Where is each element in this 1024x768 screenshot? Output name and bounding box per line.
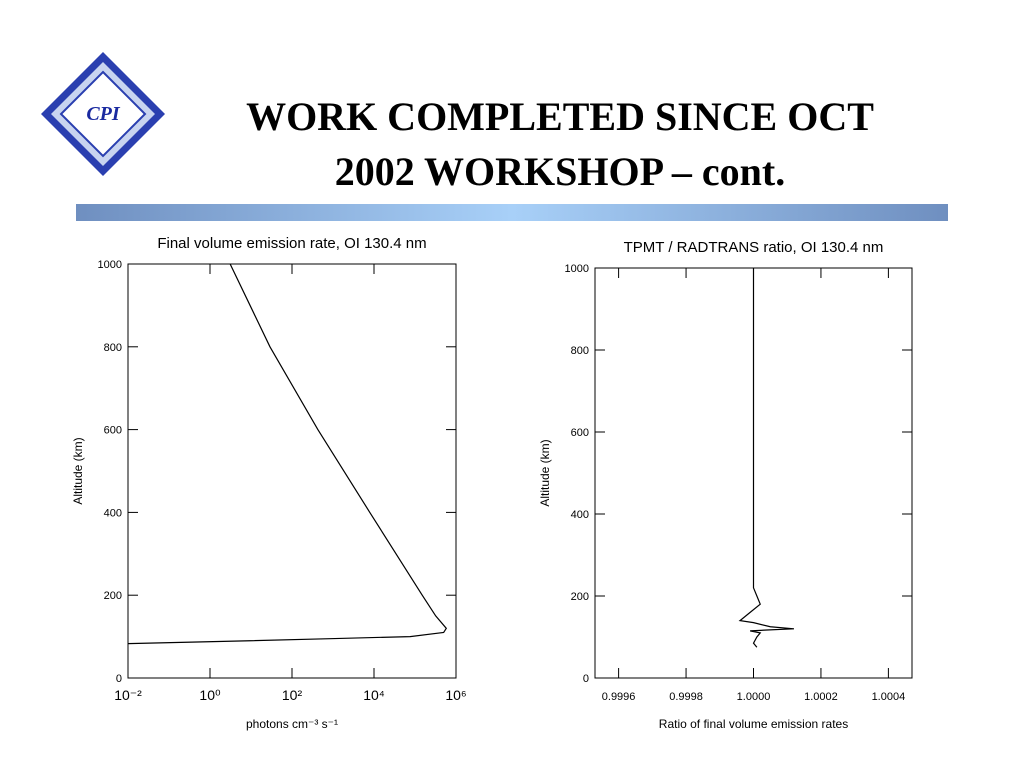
title-bar xyxy=(76,204,948,221)
y-tick-label: 800 xyxy=(104,342,122,354)
x-tick-label: 1.0002 xyxy=(804,691,838,703)
plot-frame xyxy=(127,263,457,679)
title-line: 2002 WORKSHOP – cont. xyxy=(335,149,785,194)
y-tick-label: 600 xyxy=(571,427,589,439)
x-axis-label: photons cm⁻³ s⁻¹ xyxy=(246,717,338,731)
x-tick-label: 10⁰ xyxy=(199,687,221,703)
y-tick-label: 0 xyxy=(116,673,122,685)
data-line xyxy=(127,263,448,645)
x-axis-label: Ratio of final volume emission rates xyxy=(659,717,848,731)
data-line xyxy=(738,268,795,648)
y-tick-label: 600 xyxy=(104,425,122,437)
chart-title: TPMT / RADTRANS ratio, OI 130.4 nm xyxy=(624,239,884,256)
logo-text: CPI xyxy=(86,103,121,125)
x-tick-label: 10⁶ xyxy=(445,687,466,703)
x-tick-label: 0.9998 xyxy=(669,691,703,703)
logo: CPI xyxy=(41,52,165,176)
title-line: WORK COMPLETED SINCE OCT xyxy=(246,94,874,139)
x-tick-label: 1.0000 xyxy=(737,691,771,703)
x-tick-label: 10² xyxy=(282,687,303,703)
x-tick-label: 1.0004 xyxy=(872,691,906,703)
x-tick-label: 0.9996 xyxy=(602,691,636,703)
y-tick-label: 200 xyxy=(104,590,122,602)
y-tick-label: 800 xyxy=(571,345,589,357)
y-axis-label: Altitude (km) xyxy=(538,439,552,506)
x-tick-label: 10⁻² xyxy=(114,687,142,703)
y-tick-label: 400 xyxy=(104,507,122,519)
x-tick-label: 10⁴ xyxy=(363,687,385,703)
y-tick-label: 0 xyxy=(583,673,589,685)
y-tick-label: 1000 xyxy=(565,263,589,275)
y-axis-label: Altitude (km) xyxy=(71,437,85,504)
y-tick-label: 200 xyxy=(571,591,589,603)
y-tick-label: 1000 xyxy=(98,259,122,271)
chart-title: Final volume emission rate, OI 130.4 nm xyxy=(157,235,426,252)
y-tick-label: 400 xyxy=(571,509,589,521)
